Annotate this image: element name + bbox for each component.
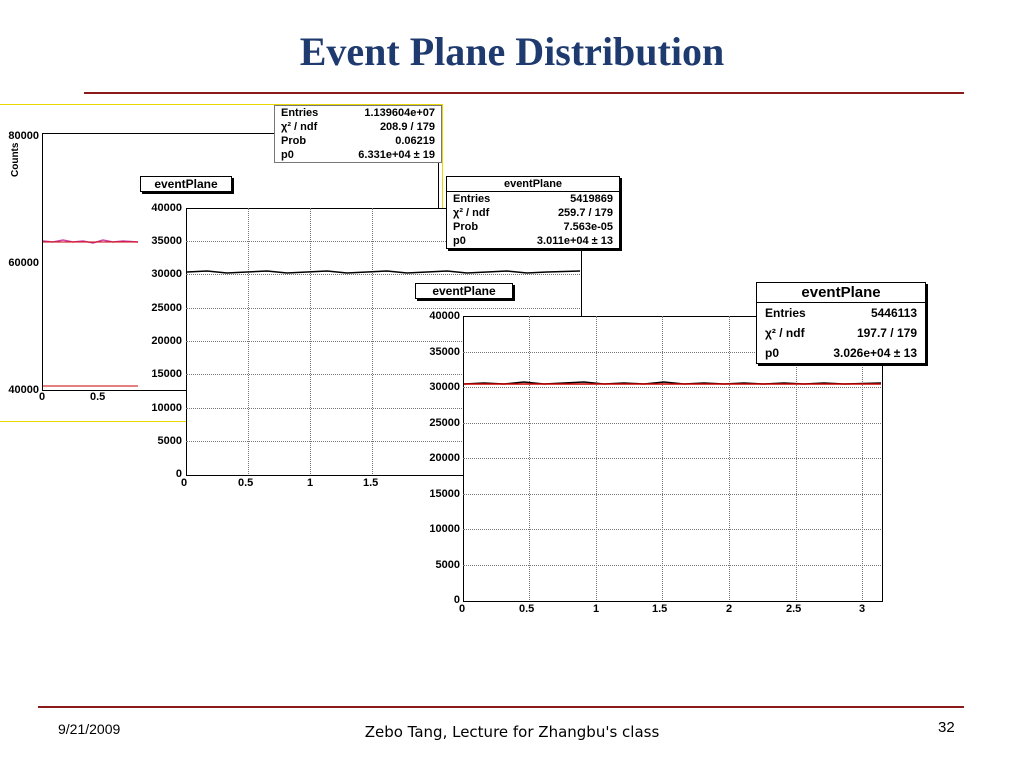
plot-2-stat-key: Entries (453, 193, 491, 205)
plot-3-stats-title: eventPlane (757, 283, 925, 303)
plot-3-stat-value: 3.026e+04 ± 13 (833, 346, 917, 360)
plot-1-stat-value: 1.139604e+07 (364, 107, 435, 119)
plot-3-xtick: 0.5 (519, 603, 535, 615)
plot-3-histogram (464, 381, 881, 385)
footer-rule (38, 706, 964, 708)
plot-3-ytick: 10000 (429, 523, 460, 535)
plot-3-ytick: 0 (453, 594, 460, 606)
plot-2-xtick: 1.5 (363, 477, 379, 489)
footer-text: Zebo Tang, Lecture for Zhangbu's class (364, 723, 660, 741)
plot-3-ytick: 40000 (429, 310, 460, 322)
plot-2-stat-value: 3.011e+04 ± 13 (536, 235, 613, 247)
plot-3-stats: eventPlane Entries 5446113 χ² / ndf 197.7 … (756, 282, 926, 364)
plot-3-xtick: 2.5 (786, 603, 802, 615)
plot-2-ytick: 5000 (157, 435, 182, 447)
plot-2-ytick: 35000 (151, 235, 182, 247)
plot-3-ytick: 25000 (429, 417, 460, 429)
plot-2-ytick: 0 (175, 468, 182, 480)
plot-1-stat-key: p0 (281, 149, 294, 161)
plot-1-stat-value: 0.06219 (395, 135, 435, 147)
plot-2-stat-key: Prob (453, 221, 479, 233)
plot-3-panel: 40000 35000 30000 25000 20000 15000 1000… (410, 282, 940, 622)
plot-2-histogram (187, 270, 580, 274)
plot-1-histogram (43, 239, 139, 244)
plot-3-stat-key: χ² / ndf (765, 326, 805, 340)
plot-1-stat-value: 208.9 / 179 (379, 121, 435, 133)
plot-1-ytick: 80000 (8, 130, 39, 142)
plot-3-xtick: 1 (593, 603, 600, 615)
plot-3-ytick: 5000 (435, 559, 460, 571)
plot-2-ytick: 30000 (151, 268, 182, 280)
plot-2-stats-title: eventPlane (447, 177, 619, 192)
plot-3-stat-key: Entries (765, 306, 806, 320)
plot-2-stat-value: 7.563e-05 (563, 221, 613, 233)
plot-2-stats: eventPlane Entries 5419869 χ² / ndf 259.7 … (446, 176, 620, 249)
plot-2-stat-value: 5419869 (570, 193, 613, 205)
plot-3-stat-key: p0 (765, 346, 780, 360)
plot-1-ylabel: Counts (10, 142, 21, 177)
plot-1-xtick: 0.5 (90, 391, 106, 403)
plot-3-ytick: 30000 (429, 381, 460, 393)
plot-1-stat-key: Prob (281, 135, 307, 147)
plot-3-stat-value: 197.7 / 179 (856, 326, 917, 340)
plot-2-ytick: 20000 (151, 335, 182, 347)
plot-3-xtick: 3 (859, 603, 866, 615)
plot-1-stat-key: χ² / ndf (281, 121, 318, 133)
plot-1-ytick: 60000 (8, 257, 39, 269)
plot-2-ytick: 15000 (151, 368, 182, 380)
plot-3-ytick: 20000 (429, 452, 460, 464)
plot-3-xtick: 0 (459, 603, 466, 615)
footer-date: 9/21/2009 (58, 721, 121, 737)
plot-2-stat-key: χ² / ndf (453, 207, 490, 219)
plot-2-stat-value: 259.7 / 179 (557, 207, 613, 219)
slide-title: Event Plane Distribution (299, 29, 725, 74)
plot-2-ytick: 40000 (151, 202, 182, 214)
plot-2-ytick: 10000 (151, 402, 182, 414)
plot-2-title: eventPlane (140, 176, 232, 192)
plot-1-ytick: 40000 (8, 384, 39, 396)
plot-2-xtick: 0 (181, 477, 188, 489)
plot-2-xtick: 0.5 (238, 477, 254, 489)
plot-1-stat-value: 6.331e+04 ± 19 (358, 149, 435, 161)
plot-1-xtick: 0 (39, 391, 46, 403)
title-rule (84, 92, 964, 94)
plot-2-stat-key: p0 (453, 235, 466, 247)
plot-3-title: eventPlane (415, 283, 513, 299)
plot-3-xtick: 2 (726, 603, 733, 615)
plot-3-stat-value: 5446113 (870, 306, 917, 320)
plot-3-ytick: 35000 (429, 346, 460, 358)
plot-2-ytick: 25000 (151, 302, 182, 314)
plot-3-ytick: 15000 (429, 488, 460, 500)
plot-1-stat-key: Entries (281, 107, 319, 119)
plot-2-xtick: 1 (307, 477, 314, 489)
plot-1-bottom-fit (43, 385, 138, 387)
plot-3-xtick: 1.5 (652, 603, 668, 615)
plot-1-stats: Entries 1.139604e+07 χ² / ndf 208.9 / 179 … (274, 105, 442, 163)
page-number: 32 (938, 719, 955, 736)
